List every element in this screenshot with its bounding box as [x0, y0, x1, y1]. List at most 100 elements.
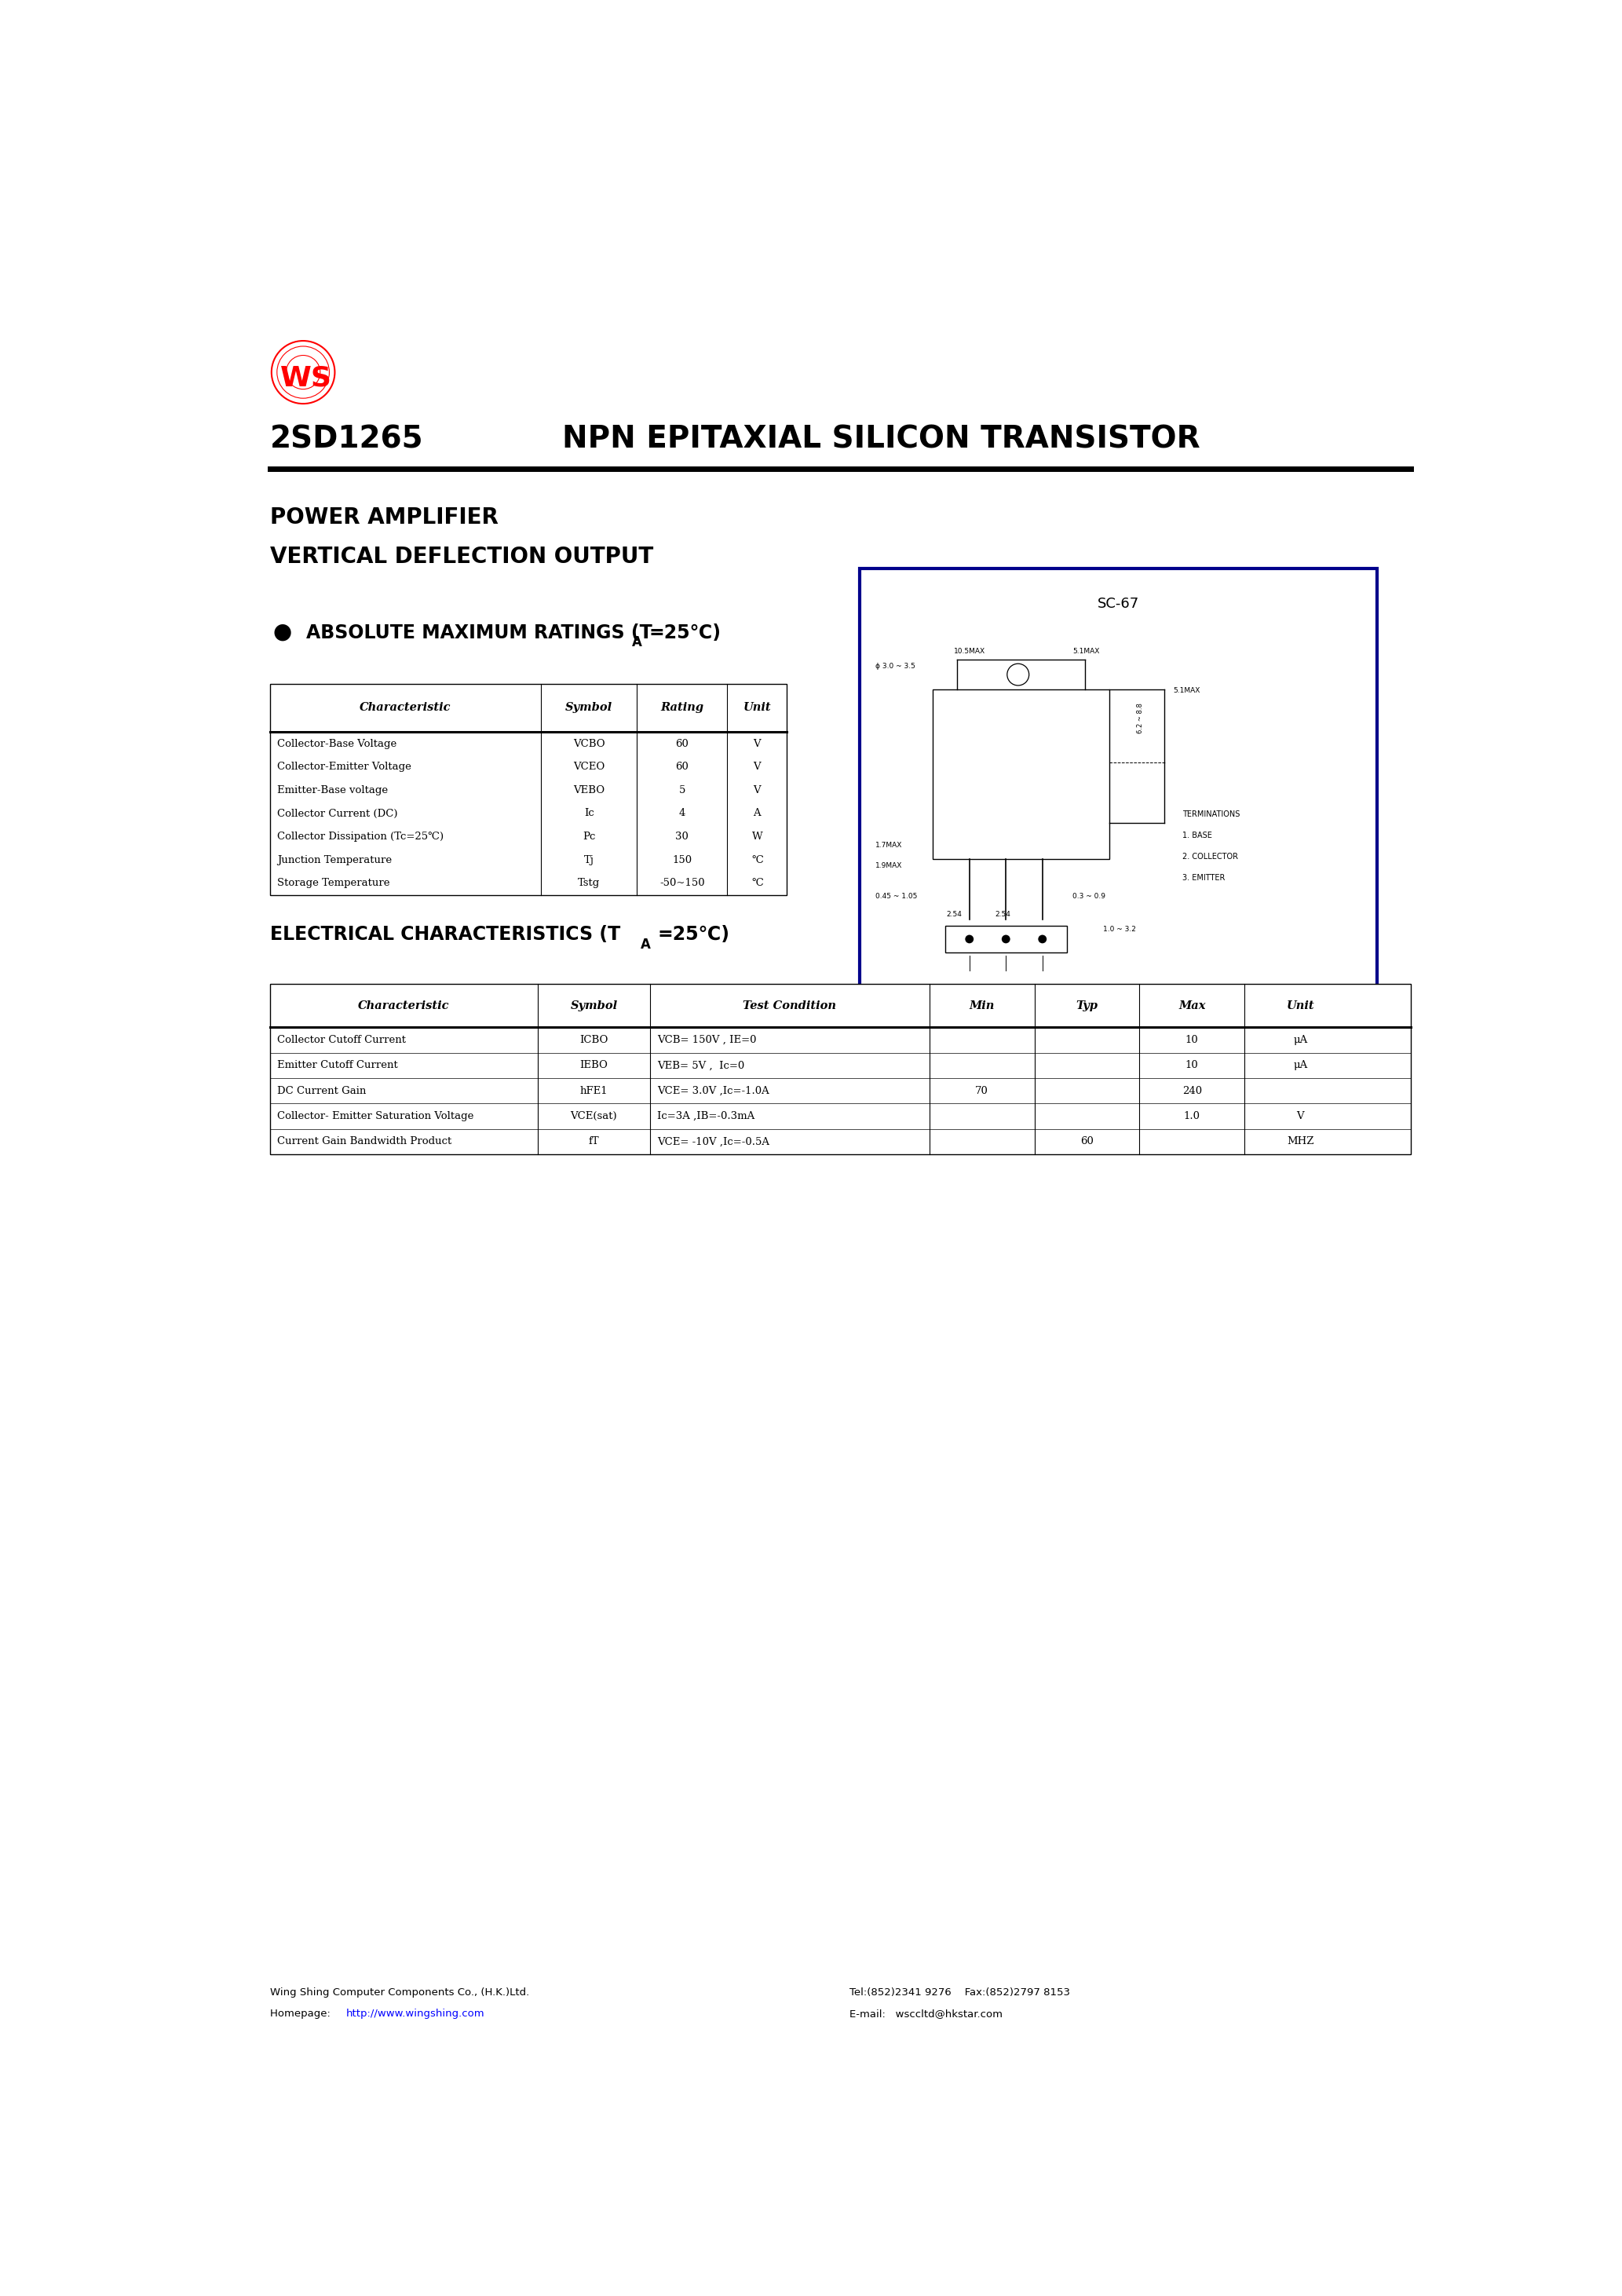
Circle shape: [965, 934, 973, 944]
Text: VEBO: VEBO: [573, 785, 605, 794]
Text: 0.3 ~ 0.9: 0.3 ~ 0.9: [1072, 893, 1106, 900]
Text: W: W: [751, 831, 762, 843]
Text: 10: 10: [1186, 1061, 1199, 1070]
Text: Current Gain Bandwidth Product: Current Gain Bandwidth Product: [277, 1137, 451, 1146]
Text: SC-67: SC-67: [1098, 597, 1139, 611]
Text: =25℃): =25℃): [659, 925, 730, 944]
Text: Ic=3A ,IB=-0.3mA: Ic=3A ,IB=-0.3mA: [657, 1111, 754, 1120]
Text: WS: WS: [281, 365, 333, 390]
Text: A: A: [631, 636, 642, 650]
Text: Collector Cutoff Current: Collector Cutoff Current: [277, 1035, 406, 1045]
Text: VCE= 3.0V ,Ic=-1.0A: VCE= 3.0V ,Ic=-1.0A: [657, 1086, 769, 1095]
Text: Min: Min: [970, 1001, 994, 1010]
Text: 2.54: 2.54: [946, 912, 962, 918]
Text: ICBO: ICBO: [579, 1035, 608, 1045]
Text: NPN EPITAXIAL SILICON TRANSISTOR: NPN EPITAXIAL SILICON TRANSISTOR: [561, 425, 1200, 455]
Text: ϕ 3.0 ~ 3.5: ϕ 3.0 ~ 3.5: [876, 664, 915, 670]
Text: 0.45 ~ 1.05: 0.45 ~ 1.05: [876, 893, 916, 900]
Text: Test Condition: Test Condition: [743, 1001, 837, 1010]
Text: 70: 70: [975, 1086, 988, 1095]
Text: 6.2 ~ 8.8: 6.2 ~ 8.8: [1137, 703, 1144, 735]
Circle shape: [1002, 934, 1011, 944]
Text: Symbol: Symbol: [566, 703, 613, 714]
Text: Tel:(852)2341 9276    Fax:(852)2797 8153: Tel:(852)2341 9276 Fax:(852)2797 8153: [850, 1988, 1071, 1998]
Text: Collector-Base Voltage: Collector-Base Voltage: [277, 739, 396, 748]
Text: Collector- Emitter Saturation Voltage: Collector- Emitter Saturation Voltage: [277, 1111, 474, 1120]
Text: V: V: [753, 785, 761, 794]
Text: A: A: [641, 937, 650, 951]
Text: 2.54: 2.54: [994, 912, 1011, 918]
Text: 10: 10: [1186, 1035, 1199, 1045]
Text: VCEO: VCEO: [573, 762, 605, 771]
Text: V: V: [753, 739, 761, 748]
Text: Typ: Typ: [1075, 1001, 1098, 1010]
Text: 30: 30: [675, 831, 689, 843]
Text: Characteristic: Characteristic: [360, 703, 451, 714]
Text: Symbol: Symbol: [571, 1001, 618, 1010]
Circle shape: [1038, 934, 1046, 944]
Text: Unit: Unit: [1286, 1001, 1314, 1010]
Text: 1.0 ~ 3.2: 1.0 ~ 3.2: [1103, 925, 1135, 932]
Text: 240: 240: [1182, 1086, 1202, 1095]
Text: 150: 150: [672, 854, 693, 866]
Text: 17.3MAX: 17.3MAX: [934, 746, 942, 778]
Text: fT: fT: [589, 1137, 599, 1146]
Text: Ic: Ic: [584, 808, 594, 820]
Text: MHZ: MHZ: [1286, 1137, 1314, 1146]
Text: -50~150: -50~150: [660, 877, 704, 889]
Text: 60: 60: [1080, 1137, 1093, 1146]
Bar: [269, 985, 1411, 1155]
Text: hFE1: hFE1: [581, 1086, 608, 1095]
Text: VERTICAL DEFLECTION OUTPUT: VERTICAL DEFLECTION OUTPUT: [269, 546, 654, 567]
Text: Collector-Emitter Voltage: Collector-Emitter Voltage: [277, 762, 410, 771]
Text: ABSOLUTE MAXIMUM RATINGS (T: ABSOLUTE MAXIMUM RATINGS (T: [307, 625, 652, 643]
Text: Collector Dissipation (Tc=25℃): Collector Dissipation (Tc=25℃): [277, 831, 443, 843]
Text: E-mail:   wsccltd@hkstar.com: E-mail: wsccltd@hkstar.com: [850, 2009, 1002, 2018]
Text: 5.1MAX: 5.1MAX: [1173, 687, 1200, 693]
Text: 60: 60: [675, 739, 689, 748]
Text: Emitter Cutoff Current: Emitter Cutoff Current: [277, 1061, 397, 1070]
Bar: [860, 569, 1377, 992]
Text: 5.1MAX: 5.1MAX: [1072, 647, 1100, 654]
Text: 4: 4: [680, 808, 686, 820]
Text: TERMINATIONS: TERMINATIONS: [1182, 810, 1239, 817]
Text: ●: ●: [272, 620, 292, 643]
Text: VCE(sat): VCE(sat): [571, 1111, 618, 1120]
Text: Tj: Tj: [584, 854, 594, 866]
Text: DC Current Gain: DC Current Gain: [277, 1086, 367, 1095]
Text: Pc: Pc: [582, 831, 595, 843]
Text: 1.0: 1.0: [1184, 1111, 1200, 1120]
Text: VCBO: VCBO: [573, 739, 605, 748]
Text: =25℃): =25℃): [649, 625, 720, 643]
Bar: [946, 925, 1067, 953]
Text: 10.5MAX: 10.5MAX: [954, 647, 986, 654]
Text: Wing Shing Computer Components Co., (H.K.)Ltd.: Wing Shing Computer Components Co., (H.K…: [269, 1988, 529, 1998]
Text: Junction Temperature: Junction Temperature: [277, 854, 391, 866]
Text: 5: 5: [680, 785, 686, 794]
Text: 1.7MAX: 1.7MAX: [876, 840, 902, 850]
Text: ELECTRICAL CHARACTERISTICS (T: ELECTRICAL CHARACTERISTICS (T: [269, 925, 620, 944]
Text: 5.3MAX: 5.3MAX: [1006, 774, 1012, 799]
Text: 2SD1265: 2SD1265: [269, 425, 423, 455]
Text: IEBO: IEBO: [579, 1061, 608, 1070]
Text: μA: μA: [1293, 1035, 1307, 1045]
Text: 3. EMITTER: 3. EMITTER: [1182, 875, 1225, 882]
Text: Tstg: Tstg: [577, 877, 600, 889]
Text: Collector Current (DC): Collector Current (DC): [277, 808, 397, 820]
Text: http://www.wingshing.com: http://www.wingshing.com: [345, 2009, 485, 2018]
Text: ℃: ℃: [751, 854, 762, 866]
Text: V: V: [753, 762, 761, 771]
Text: A: A: [753, 808, 761, 820]
Text: POWER AMPLIFIER: POWER AMPLIFIER: [269, 505, 498, 528]
Text: 2. COLLECTOR: 2. COLLECTOR: [1182, 852, 1238, 861]
Text: Characteristic: Characteristic: [358, 1001, 449, 1010]
Text: VEB= 5V ,  Ic=0: VEB= 5V , Ic=0: [657, 1061, 744, 1070]
Text: Max: Max: [1179, 1001, 1205, 1010]
Text: Emitter-Base voltage: Emitter-Base voltage: [277, 785, 388, 794]
Text: VCE= -10V ,Ic=-0.5A: VCE= -10V ,Ic=-0.5A: [657, 1137, 769, 1146]
Text: Storage Temperature: Storage Temperature: [277, 877, 389, 889]
Text: μA: μA: [1293, 1061, 1307, 1070]
Text: Homepage:: Homepage:: [269, 2009, 337, 2018]
Text: Rating: Rating: [660, 703, 704, 714]
Bar: [933, 689, 1109, 859]
